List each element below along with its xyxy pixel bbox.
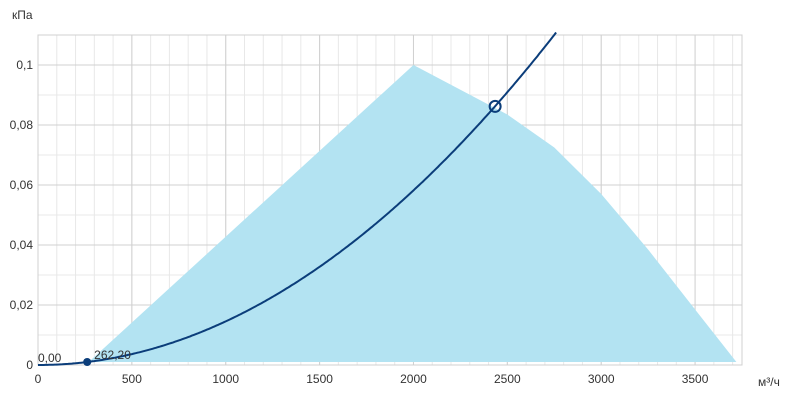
x-tick-label: 2000 bbox=[400, 372, 427, 386]
y-axis-label: кПа bbox=[12, 8, 33, 22]
x-tick-label: 1000 bbox=[212, 372, 239, 386]
y-tick-label: 0 bbox=[26, 358, 33, 372]
plot-frame bbox=[37, 34, 743, 366]
system-curve bbox=[38, 31, 557, 366]
x-tick-label: 3500 bbox=[682, 372, 709, 386]
working-area bbox=[88, 65, 737, 362]
y-tick-label: 0,08 bbox=[10, 118, 34, 132]
y-tick-label: 0,06 bbox=[10, 178, 34, 192]
points-layer: 0,00 262,20 bbox=[38, 99, 502, 366]
y-tick-label: 0,02 bbox=[10, 298, 34, 312]
x-tick-label: 0 bbox=[35, 372, 42, 386]
operating-start-point bbox=[83, 358, 92, 366]
y-tick-label: 0,04 bbox=[10, 238, 34, 252]
point-label: 0,00 bbox=[38, 351, 62, 365]
y-axis-ticks: 0 0,02 0,04 0,06 0,08 0,1 bbox=[10, 58, 34, 372]
x-tick-label: 500 bbox=[122, 372, 142, 386]
operating-point-marker bbox=[488, 99, 502, 113]
x-tick-label: 2500 bbox=[494, 372, 521, 386]
x-tick-label: 3000 bbox=[588, 372, 615, 386]
working-area-layer bbox=[88, 65, 737, 362]
y-tick-label: 0,1 bbox=[16, 58, 33, 72]
x-tick-label: 1500 bbox=[306, 372, 333, 386]
system-curve-layer bbox=[38, 31, 557, 366]
x-axis-ticks: 0 500 1000 1500 2000 2500 3000 3500 bbox=[35, 372, 709, 386]
x-axis-label: м³/ч bbox=[758, 375, 780, 389]
point-label: 262,20 bbox=[94, 348, 131, 362]
